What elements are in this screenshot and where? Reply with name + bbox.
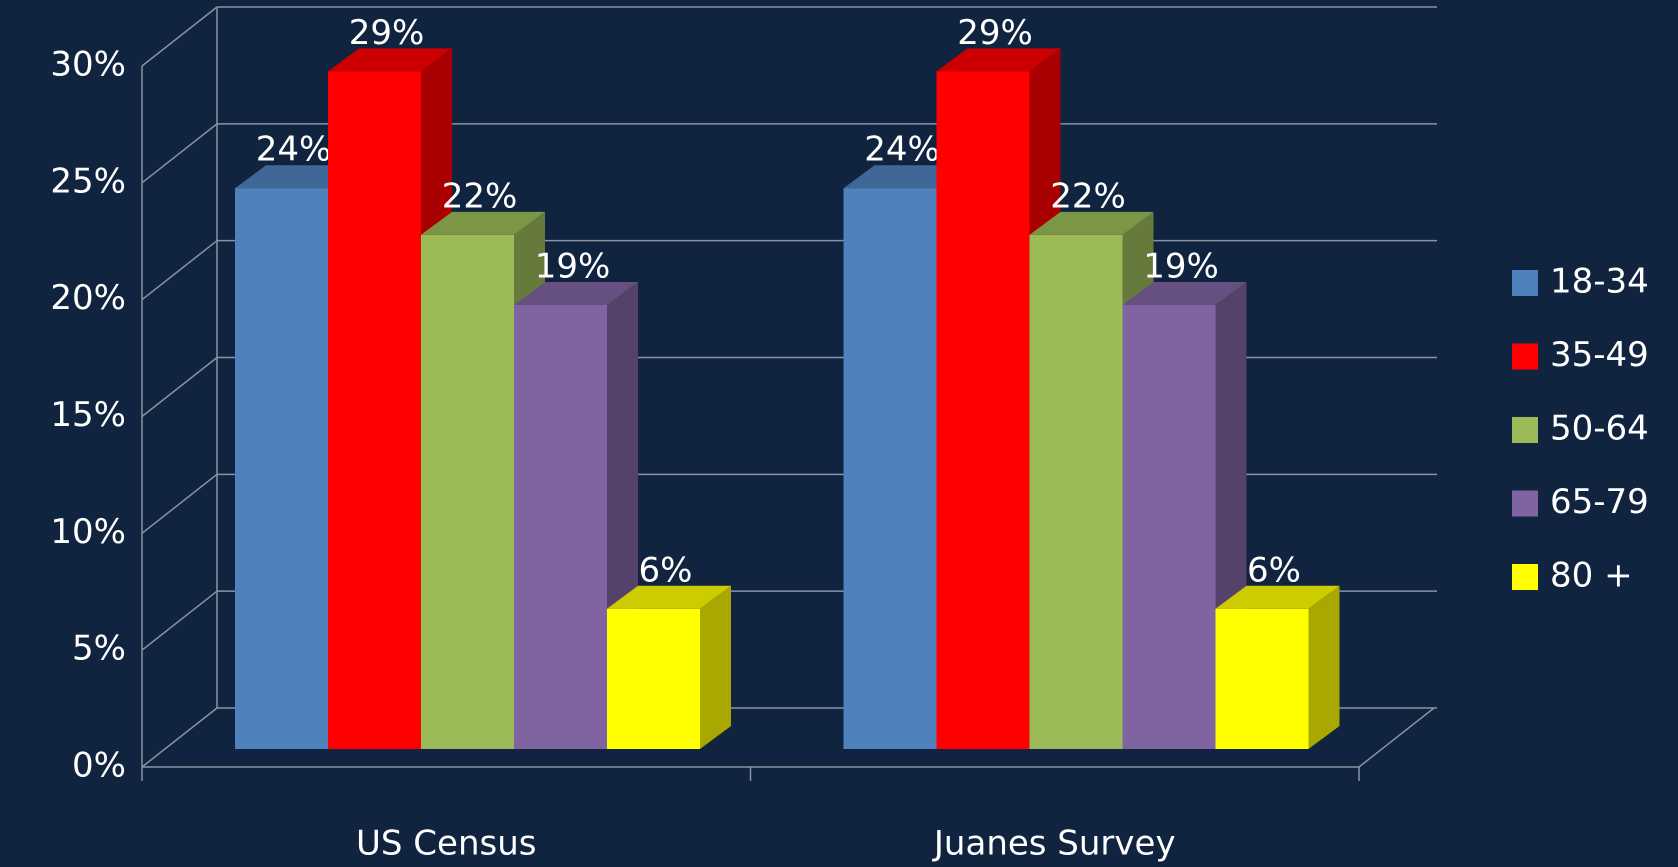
bar-top (1122, 282, 1247, 306)
y-tick-label: 20% (50, 278, 126, 318)
bar-top (607, 585, 731, 609)
x-tick-label: Juanes Survey (932, 824, 1176, 864)
legend-swatch (1512, 564, 1538, 590)
legend-label: 80 + (1550, 556, 1633, 596)
legend-swatch (1512, 417, 1538, 443)
bar (607, 608, 700, 749)
legend-label: 50-64 (1550, 409, 1649, 449)
legend-swatch (1512, 270, 1538, 296)
bar (328, 71, 421, 749)
data-label: 29% (957, 13, 1033, 53)
y-tick-label: 0% (72, 746, 126, 786)
grid-line (141, 123, 218, 184)
bar-top (328, 48, 452, 72)
data-label: 24% (256, 130, 332, 170)
y-tick-label: 30% (50, 45, 126, 85)
bar (936, 71, 1030, 749)
y-tick-label: 25% (50, 161, 126, 201)
data-label: 22% (442, 176, 518, 216)
data-label: 6% (1247, 550, 1301, 590)
grid-line (141, 240, 218, 301)
legend-label: 65-79 (1550, 482, 1649, 522)
data-label: 6% (639, 550, 693, 590)
floor-edge (1358, 707, 1435, 768)
legend-label: 18-34 (1550, 262, 1649, 302)
y-tick-label: 15% (50, 395, 126, 435)
bar (235, 188, 328, 749)
legend-swatch (1512, 343, 1538, 370)
x-tick-label: US Census (356, 824, 536, 864)
data-label: 22% (1050, 176, 1126, 216)
grid-line (141, 356, 218, 418)
legend-swatch (1512, 490, 1538, 517)
bar (1215, 608, 1309, 749)
data-label: 19% (1143, 247, 1219, 287)
bar (1029, 234, 1123, 749)
legend-label: 35-49 (1550, 335, 1649, 375)
bar-top (421, 211, 545, 235)
bar (421, 234, 514, 749)
bar (1122, 305, 1216, 749)
bar-top (514, 282, 638, 306)
data-label: 19% (535, 247, 611, 287)
grid-line (141, 473, 218, 534)
data-label: 29% (349, 13, 425, 53)
bar-side (1308, 585, 1340, 749)
bar-top (936, 48, 1061, 72)
bar (514, 305, 607, 749)
bar (843, 188, 937, 749)
grid-line (141, 707, 218, 768)
y-tick-label: 5% (72, 629, 126, 669)
grid-line (141, 590, 218, 651)
grid-line (141, 6, 218, 67)
bar-top (1215, 585, 1340, 609)
bar-top (1029, 211, 1154, 235)
y-tick-label: 10% (50, 512, 126, 552)
bar-side (700, 585, 731, 749)
data-label: 24% (864, 130, 940, 170)
